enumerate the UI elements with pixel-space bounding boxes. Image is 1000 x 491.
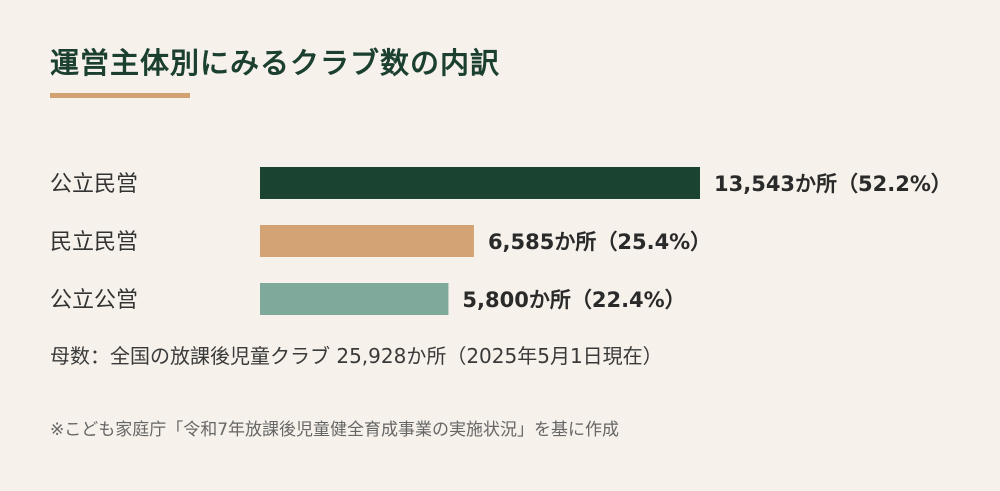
title-underline (50, 93, 190, 98)
value-label: 6,585か所（25.4%） (488, 230, 711, 254)
chart-title: 運営主体別にみるクラブ数の内訳 (50, 46, 501, 80)
bar-chart: 公立民営 13,543か所（52.2%） 民立民営 6,585か所（25.4%） 公立公… (50, 167, 952, 315)
category-label: 公立公営 (50, 288, 138, 313)
value-label: 5,800か所（22.4%） (462, 288, 685, 312)
bar (260, 167, 700, 199)
category-label: 公立民営 (50, 172, 138, 197)
value-label: 13,543か所（52.2%） (714, 172, 952, 196)
category-label: 民立民営 (50, 230, 138, 255)
bar (260, 225, 474, 257)
bar (260, 283, 449, 315)
population-note: 母数：全国の放課後児童クラブ 25,928か所（2025年5月1日現在） (50, 344, 663, 368)
source-note: ※こども家庭庁「令和7年放課後児童健全育成事業の実施状況」を基に作成 (50, 420, 620, 440)
